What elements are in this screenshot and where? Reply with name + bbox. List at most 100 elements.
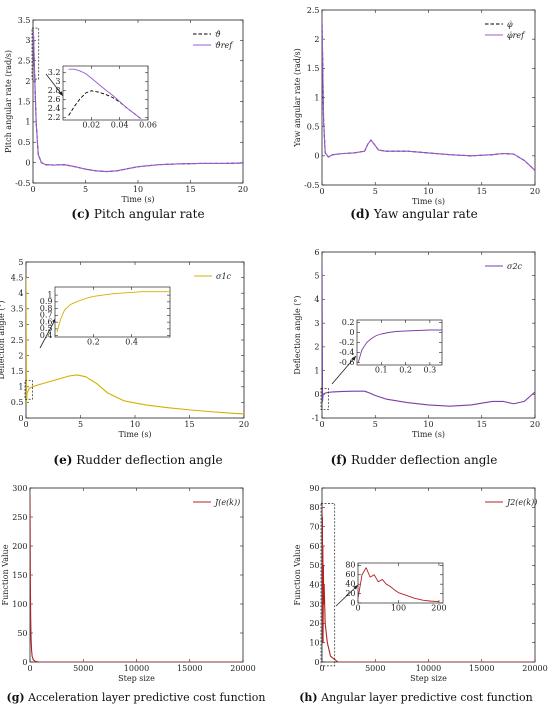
x-tick-label: 0 (319, 187, 324, 196)
series-line (357, 329, 442, 363)
y-tick-label: 70 (309, 522, 319, 531)
y-tick-label: 0.7 (40, 311, 53, 320)
y-tick-label: 4 (314, 295, 319, 304)
y-tick-label: 2 (25, 77, 30, 86)
x-tick-label: 20000 (230, 664, 255, 673)
x-tick-label: 0.04 (111, 121, 129, 130)
y-tick-label: 3 (55, 77, 60, 86)
y-tick-label: 0.6 (40, 317, 53, 326)
x-tick-label: 0 (355, 604, 360, 613)
y-tick-label: 0.9 (40, 297, 53, 306)
x-tick-label: 5 (78, 420, 83, 429)
x-tick-label: 10 (423, 420, 433, 429)
y-tick-label: 10 (309, 638, 319, 647)
x-tick-label: 15 (184, 420, 194, 429)
x-axis-label: Time (s) (121, 195, 154, 204)
zoom-arrow (331, 355, 357, 385)
plot-frame (29, 487, 244, 663)
x-tick-label: 0.2 (399, 366, 412, 375)
x-tick-label: 10 (130, 420, 140, 429)
y-tick-label: 0 (314, 390, 319, 399)
x-axis-label: Step size (118, 674, 155, 683)
y-axis-label: Function Value (293, 544, 302, 605)
y-tick-label: 3.5 (18, 16, 31, 25)
y-tick-label: 40 (309, 580, 319, 589)
x-tick-label: 0.02 (82, 121, 100, 130)
y-tick-label: 0 (350, 598, 355, 607)
x-tick-label: 0.2 (87, 338, 100, 347)
series-line (30, 496, 243, 662)
legend-label: φ̇ (507, 20, 513, 29)
y-tick-label: 0.5 (18, 138, 31, 147)
y-tick-label: 3.5 (11, 305, 24, 314)
y-tick-label: 80 (309, 503, 319, 512)
plot-frame (321, 9, 536, 186)
y-tick-label: 0 (18, 414, 23, 423)
y-tick-label: 2.8 (48, 86, 61, 95)
x-tick-label: 15000 (177, 664, 202, 673)
zoom-box (24, 380, 33, 400)
y-tick-label: 4 (18, 289, 23, 298)
y-tick-label: 2.2 (48, 113, 61, 122)
x-tick-label: 0.1 (375, 366, 388, 375)
y-tick-label: 0 (314, 152, 319, 161)
plot-frame (357, 562, 444, 604)
legend-label: φ̇ref (507, 31, 526, 40)
y-tick-label: -0.5 (304, 181, 319, 190)
x-tick-label: 15 (185, 185, 195, 194)
y-tick-label: 150 (12, 571, 27, 580)
x-tick-label: 0.4 (125, 338, 138, 347)
y-axis-label: Yaw angular rate (rad/s) (293, 48, 302, 148)
y-tick-label: 2.5 (11, 336, 24, 345)
y-axis-label: Deflection angle (°) (293, 295, 302, 374)
y-tick-label: -0.4 (339, 348, 354, 357)
legend-label: ϑ̇ (215, 30, 221, 39)
plot-frame (62, 65, 149, 121)
x-axis-label: Time (s) (412, 197, 445, 206)
y-tick-label: 1 (25, 118, 30, 127)
plot-frame (356, 319, 443, 366)
series-line (68, 68, 142, 120)
y-tick-label: 5 (18, 258, 23, 267)
legend-label: J2(e(k)) (505, 498, 537, 507)
x-tick-label: 5000 (73, 664, 93, 673)
y-tick-label: 0 (22, 658, 27, 667)
inset-plot: 0.2 0.40.40.50.60.70.80.91 (40, 286, 171, 347)
x-tick-label: 15 (477, 187, 487, 196)
y-tick-label: 0.5 (40, 324, 53, 333)
y-axis-label: Deflection angle (°) (0, 300, 6, 379)
caption-c: (c) Pitch angular rate (71, 207, 204, 221)
x-tick-label: 0 (319, 664, 324, 673)
y-axis-label: Function Value (1, 544, 10, 605)
x-tick-label: 15 (477, 420, 487, 429)
y-tick-label: 2.5 (18, 57, 31, 66)
y-tick-label: 1 (47, 290, 52, 299)
x-tick-label: 20 (530, 187, 540, 196)
panel-e: 0 5 10 15 20 0 0.5 1 1.5 2 2.5 3 3.5 4 4.5 5 σ1c Deflecti… (0, 258, 249, 439)
y-tick-label: 2 (314, 343, 319, 352)
y-tick-label: 60 (345, 570, 355, 579)
y-tick-label: -1 (312, 414, 320, 423)
y-tick-label: 0.2 (342, 318, 355, 327)
series-line (322, 503, 535, 662)
x-tick-label: 5 (373, 420, 378, 429)
y-tick-label: 6 (314, 248, 319, 257)
x-tick-label: 20 (530, 420, 540, 429)
caption-h: (h) Angular layer predictive cost functi… (299, 691, 533, 704)
series-line (33, 30, 243, 173)
y-tick-label: 3 (25, 36, 30, 45)
y-tick-label: 30 (309, 600, 319, 609)
y-tick-label: 300 (12, 484, 27, 493)
panel-g: 0 5000 10000 15000 20000 0 50 100 150 200 250 300 J(… (1, 484, 256, 683)
legend-label: σ1c (216, 272, 232, 281)
x-tick-label: 0 (30, 185, 35, 194)
y-tick-label: 0 (314, 658, 319, 667)
zoom-arrow-head (58, 91, 63, 96)
caption-f: (f) Rudder deflection angle (331, 453, 498, 467)
zoom-arrow (45, 73, 64, 97)
y-tick-label: 1.5 (11, 367, 24, 376)
y-tick-label: 1.5 (18, 97, 31, 106)
